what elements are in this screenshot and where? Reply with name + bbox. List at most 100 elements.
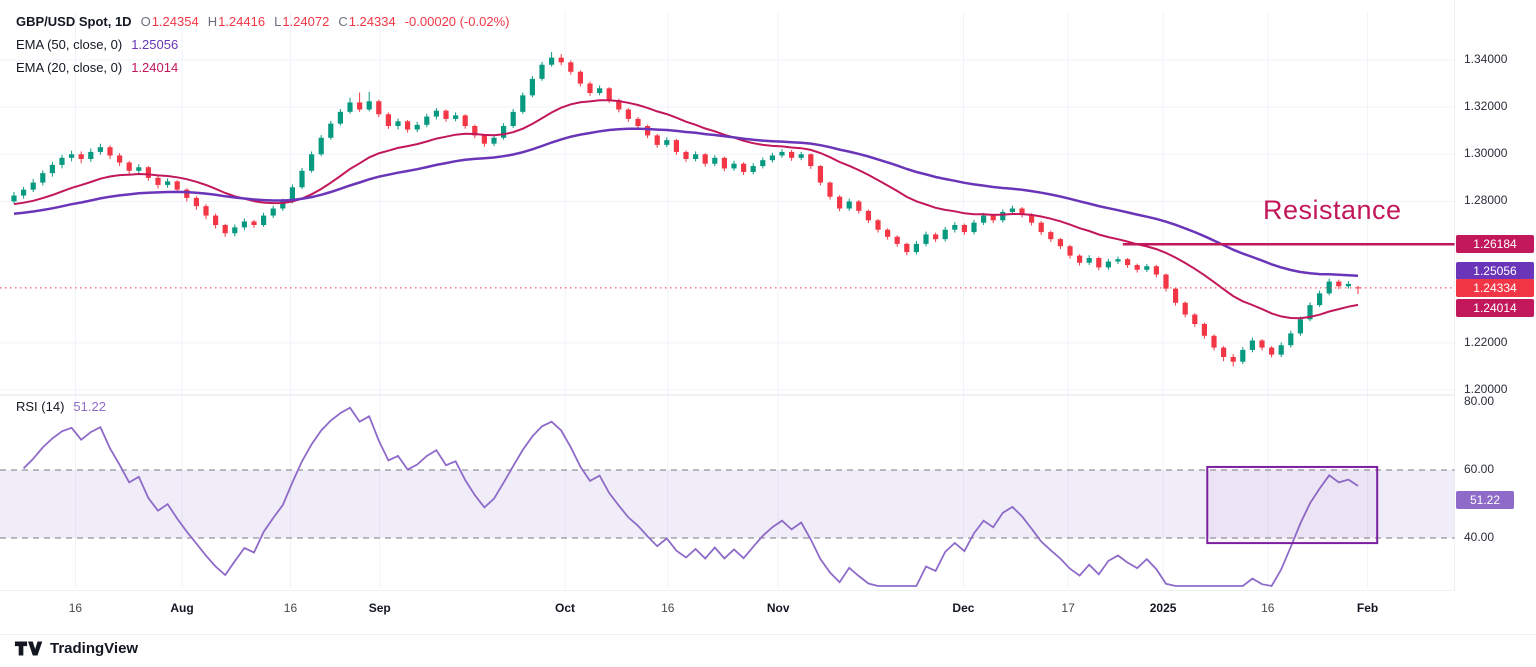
candle-body — [952, 225, 958, 230]
time-axis-label: Aug — [170, 601, 194, 615]
candle-body — [1000, 212, 1006, 221]
candle-body — [155, 177, 161, 185]
candle-body — [885, 229, 891, 237]
brand-name[interactable]: TradingView — [50, 640, 139, 657]
rsi-axis-label: 60.00 — [1464, 462, 1495, 476]
symbol-title[interactable]: GBP/USD Spot, 1D — [16, 14, 132, 29]
candle-body — [366, 101, 372, 110]
candle-body — [654, 135, 660, 145]
candle-body — [789, 151, 795, 158]
candle-body — [462, 115, 468, 126]
candle-body — [779, 151, 785, 156]
candle-body — [846, 201, 852, 209]
candle-body — [1297, 319, 1303, 334]
candle-body — [1163, 274, 1169, 289]
candle-body — [693, 154, 699, 159]
candle-body — [587, 83, 593, 93]
candle-body — [1355, 287, 1361, 289]
candle-body — [395, 121, 401, 126]
candle-body — [597, 88, 603, 93]
candle-body — [510, 111, 516, 126]
candle-body — [1336, 281, 1342, 287]
candle-body — [59, 157, 65, 165]
ema20-legend-row[interactable]: EMA (20, close, 0) 1.24014 — [16, 56, 510, 79]
candle-body — [117, 155, 123, 163]
candle-body — [30, 182, 36, 190]
time-axis-label: Oct — [555, 601, 576, 615]
candle-body — [1125, 259, 1131, 266]
rsi-highlight-box[interactable] — [1206, 465, 1379, 545]
time-axis-label: Feb — [1356, 601, 1379, 615]
candle-body — [309, 154, 315, 171]
candle-body — [1201, 324, 1207, 336]
candle-body — [635, 118, 641, 126]
candle-body — [549, 57, 555, 65]
tradingview-logo-icon[interactable] — [14, 640, 43, 657]
candle-body — [741, 163, 747, 172]
change-value: -0.00020 (-0.02%) — [404, 14, 510, 29]
price-axis-label: 1.28000 — [1464, 193, 1508, 208]
candle-body — [1038, 222, 1044, 233]
candle-body — [299, 170, 305, 188]
candle-body — [1009, 208, 1015, 213]
candle-body — [750, 166, 756, 172]
ema20-label: EMA (20, close, 0) — [16, 60, 123, 75]
candle-body — [808, 154, 814, 167]
candle-body — [827, 182, 833, 197]
candle-body — [1153, 266, 1159, 275]
candle-body — [1288, 333, 1294, 346]
ema50-legend-row[interactable]: EMA (50, close, 0) 1.25056 — [16, 33, 510, 56]
ema50-line — [13, 127, 1359, 277]
candle-body — [894, 236, 900, 244]
ema20-value: 1.24014 — [131, 60, 179, 75]
candle-body — [213, 215, 219, 225]
price-axis-label: 1.30000 — [1464, 146, 1508, 161]
candle-body — [539, 64, 545, 79]
candle-body — [1240, 349, 1246, 362]
candle-body — [126, 162, 132, 171]
candle-body — [433, 110, 439, 117]
candle-body — [616, 100, 622, 110]
candle-body — [865, 210, 871, 221]
candle-body — [683, 151, 689, 159]
candle-body — [664, 140, 670, 145]
candle-body — [49, 164, 55, 174]
candle-body — [1067, 246, 1073, 256]
candle-body — [1048, 232, 1054, 240]
candle-body — [481, 135, 487, 144]
candle-body — [1269, 347, 1275, 355]
candle-body — [760, 160, 766, 167]
time-axis-label: Sep — [368, 601, 391, 615]
rsi-legend-row[interactable]: RSI (14) 51.22 — [16, 399, 106, 414]
candle-body — [318, 137, 324, 155]
candle-body — [1057, 239, 1063, 247]
high-key: H — [207, 14, 218, 29]
candle-body — [712, 157, 718, 164]
candle-body — [942, 229, 948, 240]
candle-body — [1230, 357, 1236, 362]
candle-body — [78, 154, 84, 159]
candle-body — [606, 88, 612, 101]
candle-body — [1307, 305, 1313, 320]
close-key: C — [338, 14, 348, 29]
candle-body — [1029, 214, 1035, 223]
candle-body — [1249, 340, 1255, 350]
candle-body — [1192, 314, 1198, 324]
rsi-value: 51.22 — [73, 399, 106, 414]
legend: GBP/USD Spot, 1D O 1.24354 H 1.24416 L 1… — [16, 10, 510, 79]
price-axis[interactable]: 1.34000 1.32000 1.30000 1.28000 1.22000 1.200… — [1455, 0, 1536, 634]
candle-body — [280, 201, 286, 209]
candle-body — [443, 110, 449, 119]
candle-body — [251, 221, 257, 225]
time-axis[interactable]: 16 Aug 16 Sep Oct 16 Nov Dec 17 2025 16 Feb — [0, 591, 1455, 634]
resistance-annotation-label[interactable]: Resistance — [1263, 195, 1402, 225]
candle-body — [923, 234, 929, 244]
candle-body — [261, 215, 267, 225]
resistance-price-badge: 1.26184 — [1456, 235, 1534, 254]
candle-body — [1115, 259, 1121, 262]
time-axis-label: 16 — [283, 601, 298, 615]
candle-body — [721, 157, 727, 169]
candle-body — [357, 102, 363, 110]
candle-body — [491, 137, 497, 144]
